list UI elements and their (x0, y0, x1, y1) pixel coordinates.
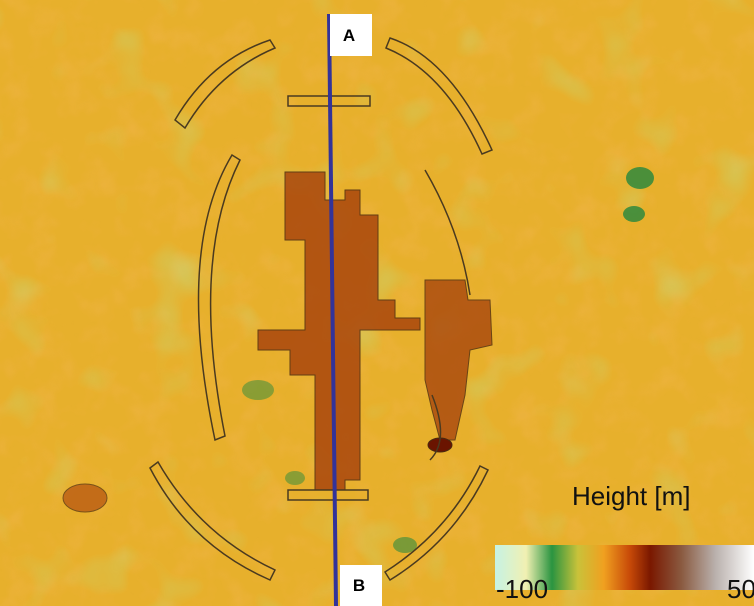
section-end-label: B (353, 576, 365, 595)
colorbar-tick-label: -100 (496, 574, 548, 604)
height-map: A B Height [m] -100 50 (0, 0, 754, 606)
section-start-label: A (343, 26, 355, 45)
colorbar-title: Height [m] (572, 481, 691, 511)
colorbar-tick-label: 50 (727, 574, 754, 604)
